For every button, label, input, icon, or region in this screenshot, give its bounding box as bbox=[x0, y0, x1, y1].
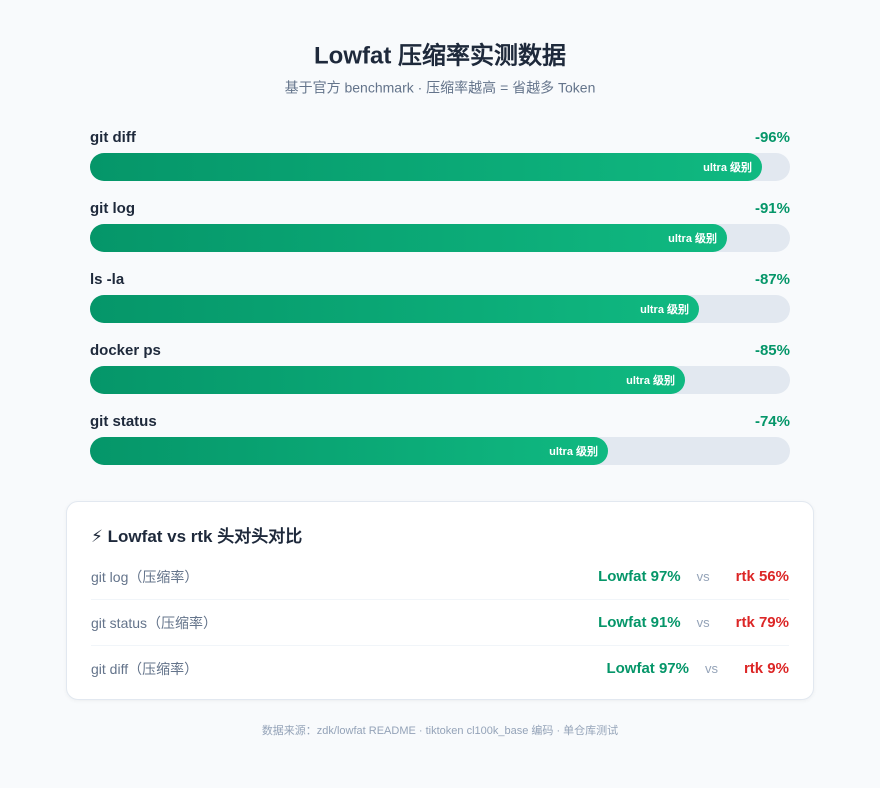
value-label: -85% bbox=[755, 342, 790, 359]
bar-tag: ultra 级别 bbox=[626, 373, 675, 387]
vs-label: vs bbox=[704, 661, 718, 676]
rtk-value: rtk 9% bbox=[743, 660, 789, 677]
row-label: git status（压缩率） bbox=[91, 614, 218, 631]
bar-tag: ultra 级别 bbox=[549, 444, 598, 458]
comparison-row: git log（压缩率） Lowfat 97% vs rtk 56% bbox=[91, 554, 789, 600]
rtk-value: rtk 56% bbox=[735, 568, 789, 585]
value-label: -91% bbox=[755, 200, 790, 217]
vs-label: vs bbox=[696, 615, 710, 630]
row-values: Lowfat 91% vs rtk 79% bbox=[598, 614, 789, 631]
row-values: Lowfat 97% vs rtk 9% bbox=[606, 660, 789, 677]
comparison-card: ⚡ Lowfat vs rtk 头对头对比 git log（压缩率） Lowfat… bbox=[66, 501, 814, 700]
value-label: -96% bbox=[755, 129, 790, 146]
chart-title: Lowfat 压缩率实测数据 bbox=[314, 41, 566, 69]
bar bbox=[90, 366, 685, 394]
row-label: ls -la bbox=[90, 271, 125, 288]
bar-tag: ultra 级别 bbox=[668, 231, 717, 245]
comparison-row: git status（压缩率） Lowfat 91% vs rtk 79% bbox=[91, 600, 789, 646]
bar bbox=[90, 295, 699, 323]
value-label: -87% bbox=[755, 271, 790, 288]
chart: Lowfat 压缩率实测数据 基于官方 benchmark · 压缩率越高 = … bbox=[90, 41, 790, 465]
comparison-rows: git log（压缩率） Lowfat 97% vs rtk 56% git statu… bbox=[91, 554, 789, 691]
value-label: -74% bbox=[755, 413, 790, 430]
bar bbox=[90, 224, 727, 252]
row-values: Lowfat 97% vs rtk 56% bbox=[598, 568, 789, 585]
lowfat-value: Lowfat 97% bbox=[598, 568, 681, 585]
row-label: docker ps bbox=[90, 342, 161, 359]
row-label: git diff（压缩率） bbox=[91, 660, 199, 677]
row-label: git status bbox=[90, 413, 157, 430]
card-title: ⚡ Lowfat vs rtk 头对头对比 bbox=[91, 527, 303, 546]
row-label: git log（压缩率） bbox=[91, 568, 199, 585]
bar-tag: ultra 级别 bbox=[703, 160, 752, 174]
bar bbox=[90, 153, 762, 181]
lowfat-value: Lowfat 91% bbox=[598, 614, 681, 631]
lowfat-value: Lowfat 97% bbox=[606, 660, 689, 677]
rtk-value: rtk 79% bbox=[735, 614, 789, 631]
bar-tag: ultra 级别 bbox=[640, 302, 689, 316]
vs-label: vs bbox=[696, 569, 710, 584]
bar bbox=[90, 437, 608, 465]
chart-subtitle: 基于官方 benchmark · 压缩率越高 = 省越多 Token bbox=[285, 80, 596, 96]
row-label: git log bbox=[90, 200, 135, 217]
row-label: git diff bbox=[90, 129, 137, 146]
comparison-row: git diff（压缩率） Lowfat 97% vs rtk 9% bbox=[91, 646, 789, 691]
footer: 数据来源：zdk/lowfat README · tiktoken cl100k… bbox=[261, 725, 619, 737]
